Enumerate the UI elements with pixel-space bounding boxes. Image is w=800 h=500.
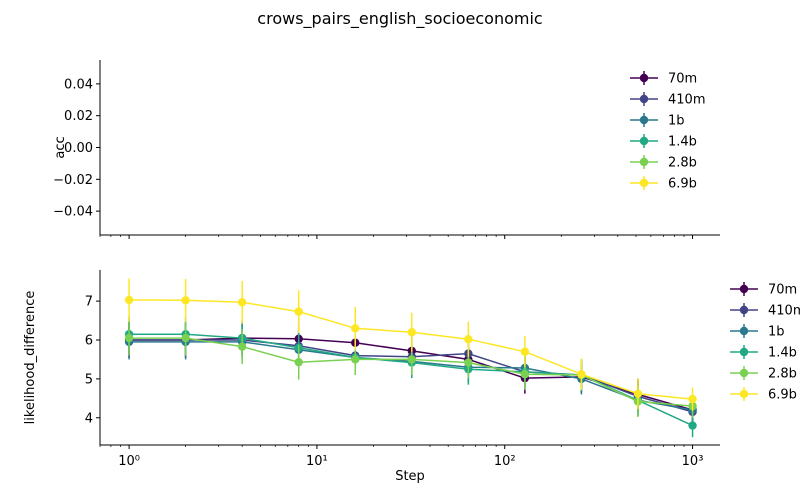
data-point (520, 370, 530, 379)
legend-marker (639, 94, 649, 104)
y-tick-label: 0.00 (64, 141, 93, 156)
legend: 70m 410m 1b 1.4b 2.8b 6.9b (630, 71, 705, 192)
likelihood-difference-subplot: 4 5 6 7 10⁰ 10¹ 10² 10³ likelihood_difference Ste… (23, 270, 800, 484)
data-point (124, 295, 134, 305)
legend-label: 2.8b (768, 367, 797, 382)
data-point (633, 389, 643, 398)
legend-label: 1.4b (668, 135, 697, 150)
data-point (464, 335, 473, 344)
y-tick-label: 7 (85, 295, 93, 310)
legend-marker (739, 347, 749, 357)
data-point (237, 298, 247, 307)
y-axis-label: acc (53, 136, 68, 158)
legend-item-70m: 70m (630, 71, 697, 87)
data-point (181, 333, 190, 343)
legend-marker (639, 136, 649, 146)
legend-item-1b: 1b (630, 113, 685, 129)
legend-marker (639, 115, 649, 125)
acc-subplot: −0.04 −0.02 0.00 0.02 0.04 acc 70m 410m 1b 1.4b 2.… (53, 60, 720, 239)
legend: 70m 410m 1b 1.4b 2.8b 6.9b (730, 282, 800, 403)
legend-label: 2.8b (668, 156, 697, 171)
legend-marker (739, 326, 749, 336)
legend-item-410m: 410m (730, 303, 800, 319)
legend-item-6-9b: 6.9b (730, 387, 797, 403)
legend-marker (739, 305, 749, 315)
data-point (577, 370, 586, 379)
legend-label: 410m (768, 304, 800, 319)
legend-label: 70m (668, 72, 697, 87)
data-point (237, 342, 247, 351)
legend-marker (639, 73, 649, 83)
legend-marker (739, 284, 749, 294)
series-6-9b (124, 278, 697, 411)
legend-item-1b: 1b (730, 324, 785, 340)
y-tick-label: 0.04 (64, 77, 93, 92)
y-tick-label: 6 (85, 334, 93, 349)
series-410m (124, 322, 697, 424)
data-point (688, 421, 697, 430)
data-point (181, 296, 190, 305)
y-tick-label: −0.02 (53, 173, 93, 188)
data-point (407, 328, 416, 337)
figure-title: crows_pairs_english_socioeconomic (257, 9, 542, 29)
legend-label: 70m (768, 283, 797, 298)
legend-label: 6.9b (668, 177, 697, 192)
x-tick-label: 10³ (682, 454, 704, 469)
data-point (124, 333, 134, 343)
data-point (688, 394, 697, 404)
legend-marker (639, 157, 649, 167)
y-tick-label: 4 (85, 411, 93, 426)
legend-item-1-4b: 1.4b (730, 345, 797, 361)
legend-item-2-8b: 2.8b (730, 366, 797, 382)
x-tick-label: 10⁰ (118, 454, 140, 469)
legend-label: 1.4b (768, 346, 797, 361)
y-axis-label: likelihood_difference (23, 291, 38, 425)
legend-label: 1b (768, 325, 785, 340)
data-point (464, 358, 473, 367)
y-tick-label: 5 (85, 372, 93, 387)
legend-item-6-9b: 6.9b (630, 176, 697, 192)
x-tick-label: 10² (494, 454, 516, 469)
legend-marker (739, 368, 749, 378)
data-point (520, 347, 530, 356)
legend-item-2-8b: 2.8b (630, 155, 697, 171)
legend-label: 6.9b (768, 388, 797, 403)
legend-marker (639, 178, 649, 188)
legend-item-70m: 70m (730, 282, 797, 298)
y-tick-label: 0.02 (64, 109, 93, 124)
data-point (351, 355, 360, 364)
y-tick-label: −0.04 (53, 205, 93, 220)
legend-item-410m: 410m (630, 92, 705, 108)
legend-label: 1b (668, 114, 685, 129)
data-point (407, 355, 416, 364)
legend-label: 410m (668, 93, 705, 108)
x-tick-label: 10¹ (306, 454, 328, 469)
legend-item-1-4b: 1.4b (630, 134, 697, 150)
legend-marker (739, 389, 749, 399)
data-point (351, 324, 360, 333)
data-point (294, 357, 303, 367)
x-axis-label: Step (395, 469, 425, 484)
data-point (294, 307, 303, 316)
